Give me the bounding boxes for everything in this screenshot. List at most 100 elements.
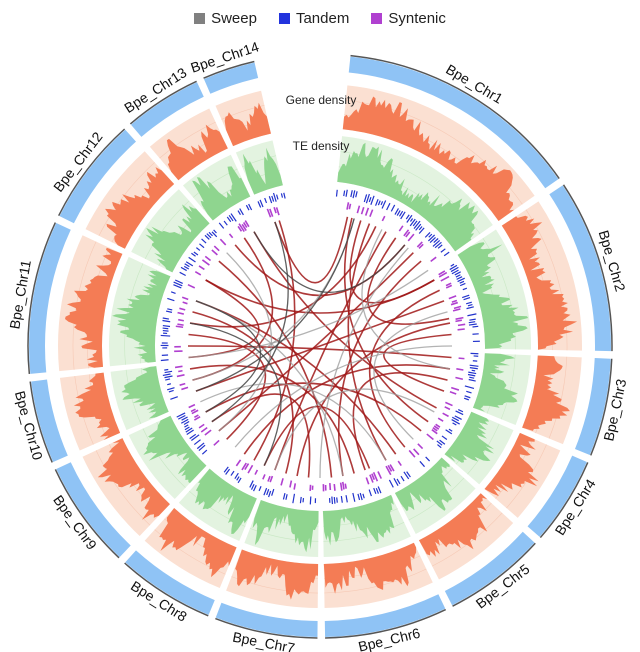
bpe-chr11-tandem-mark — [160, 359, 169, 362]
bpe-chr12-tandem-mark — [184, 263, 190, 268]
bpe-chr5-syntenic-mark — [413, 448, 420, 456]
bpe-chr6-tandem-mark — [368, 489, 372, 497]
bpe-chr12-te-grid-1 — [144, 200, 190, 259]
bpe-chr1-tandem-mark — [424, 232, 431, 238]
bpe-chr1-tandem-mark — [380, 201, 384, 206]
bpe-chr9-syntenic-mark — [191, 409, 199, 415]
bpe-chr13-tandem-mark — [226, 216, 232, 223]
bpe-chr11-tandem-mark — [162, 319, 171, 323]
bpe-chr8-tandem-mark — [234, 472, 239, 479]
bpe-chr4-tandem-mark — [441, 435, 448, 441]
bpe-chr1-tandem-mark — [352, 190, 356, 199]
bpe-chr2-tandem-mark — [450, 263, 455, 267]
bpe-chr12-tandem-mark — [195, 247, 201, 251]
bpe-chr9-tandem-mark — [183, 421, 190, 426]
bpe-chr7-syntenic-mark — [269, 475, 274, 483]
bpe-chr1-syntenic-mark — [430, 256, 437, 263]
sweep-swatch — [194, 13, 206, 24]
bpe-chr12-te-bg — [131, 189, 210, 273]
bpe-chr1-syntenic-mark — [405, 231, 411, 238]
bpe-chr11-tandem-mark — [162, 329, 169, 332]
bpe-chr6-gene-grid-1 — [324, 568, 427, 594]
bpe-chr5-gene-density — [418, 493, 488, 557]
bpe-chr1-tandem-mark — [432, 240, 441, 247]
bpe-chr4-tandem-mark — [458, 409, 464, 413]
bpe-chr6-ideogram — [324, 594, 446, 637]
bpe-chr2-syntenic-mark — [448, 295, 457, 300]
bpe-chr10-tandem-mark — [164, 370, 173, 374]
bpe-chr5-syntenic-mark — [385, 465, 392, 476]
synteny-link — [189, 226, 377, 328]
bpe-chr11-tandem-mark — [167, 297, 175, 302]
bpe-chr11-tandem-mark — [160, 334, 171, 337]
bpe-chr13-syntenic-mark — [238, 223, 245, 232]
bpe-chr12-tandem-mark — [191, 252, 196, 257]
bpe-chr1-tandem-mark — [434, 241, 442, 249]
bpe-chr14-tandem-mark — [268, 196, 273, 204]
bpe-chr6-te-density — [322, 494, 395, 546]
synteny-link — [361, 229, 451, 370]
bpe-chr9-syntenic-mark — [193, 415, 201, 421]
bpe-chr4-tandem-mark — [439, 439, 446, 445]
bpe-chr11-outline — [27, 222, 57, 375]
bpe-chr10-tandem-mark — [167, 387, 175, 391]
bpe-chr12-tandem-mark — [213, 229, 217, 234]
bpe-chr8-syntenic-mark — [241, 462, 247, 471]
bpe-chr9-tandem-mark — [189, 433, 197, 440]
bpe-chr7-tandem-mark — [266, 489, 270, 496]
bpe-chr3-tandem-mark — [464, 385, 475, 389]
synteny-link — [367, 237, 450, 325]
legend-item-syntenic: Syntenic — [371, 10, 446, 27]
bpe-chr3-syntenic-mark — [455, 376, 464, 381]
bpe-chr12-tandem-mark — [201, 238, 207, 244]
bpe-chr4-syntenic-mark — [442, 412, 449, 418]
bpe-chr11-syntenic-mark — [179, 307, 186, 311]
synteny-link — [347, 223, 387, 461]
synteny-link — [195, 300, 262, 413]
bpe-chr14-gene-grid-1 — [221, 104, 265, 120]
bpe-chr3-outline — [590, 358, 613, 456]
bpe-chr1-tandem-mark — [409, 218, 416, 227]
bpe-chr14-te-grid-1 — [241, 155, 277, 168]
bpe-chr5-tandem-mark — [406, 471, 411, 478]
bpe-chr8-syntenic-mark — [247, 464, 254, 474]
bpe-chr1-tandem-mark — [394, 208, 399, 215]
bpe-chr4-tandem-mark — [452, 422, 457, 426]
bpe-chr1-syntenic-mark — [407, 233, 415, 242]
bpe-chr1-tandem-mark — [428, 233, 433, 238]
bpe-chr1-syntenic-mark — [348, 203, 352, 210]
bpe-chr11-te-density — [112, 270, 171, 363]
bpe-chr1-tandem-mark — [363, 194, 368, 203]
bpe-chr1-tandem-mark — [335, 189, 338, 197]
bpe-chr14-outline — [203, 60, 255, 79]
bpe-chr1-te-density — [337, 142, 479, 252]
synteny-link — [205, 382, 422, 432]
bpe-chr10-syntenic-mark — [179, 382, 186, 386]
bpe-chr4-syntenic-mark — [445, 401, 453, 407]
bpe-chr8-tandem-mark — [258, 486, 262, 492]
synteny-link — [383, 333, 452, 392]
bpe-chr4-outline — [539, 462, 589, 539]
synteny-link — [373, 311, 448, 440]
bpe-chr1-tandem-mark — [370, 195, 375, 205]
bpe-chr4-syntenic-mark — [444, 406, 451, 411]
bpe-chr2-syntenic-mark — [445, 284, 453, 289]
bpe-chr13-tandem-mark — [239, 208, 244, 216]
bpe-chr2-tandem-mark — [469, 318, 476, 321]
bpe-chr1-tandem-mark — [415, 223, 422, 231]
synteny-link — [195, 300, 445, 392]
bpe-chr13-tandem-mark — [237, 210, 241, 215]
bpe-chr13-syntenic-mark — [242, 221, 248, 228]
bpe-chr4-syntenic-mark — [432, 427, 438, 432]
bpe-chr14-tandem-mark — [257, 201, 262, 208]
bpe-chr13-tandem-mark — [230, 213, 237, 222]
bpe-chr7-tandem-mark — [292, 493, 296, 504]
bpe-chr4-te-density — [444, 411, 495, 463]
bpe-chr11-te-grid-1 — [124, 263, 144, 365]
bpe-chr12-tandem-mark — [193, 251, 199, 256]
bpe-chr1-syntenic-mark — [398, 225, 404, 232]
bpe-chr2-outline — [562, 184, 613, 352]
bpe-chr9-tandem-mark — [176, 412, 186, 418]
bpe-chr8-outline — [124, 562, 209, 617]
bpe-chr2-ideogram — [549, 185, 611, 352]
